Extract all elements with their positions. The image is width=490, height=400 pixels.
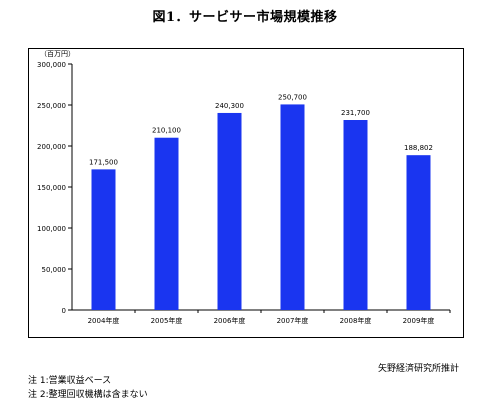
footnote-1: 注 1:営業収益ベース	[28, 376, 112, 386]
y-unit-label: （百万円）	[40, 50, 75, 58]
bar-value-label: 188,802	[404, 144, 433, 152]
x-tick-label: 2004年度	[88, 316, 120, 325]
x-tick-label: 2009年度	[403, 316, 435, 325]
bar	[154, 137, 179, 310]
bar-value-label: 250,700	[278, 93, 307, 101]
source-credit: 矢野経済研究所推計	[378, 364, 460, 374]
bar-value-label: 171,500	[89, 158, 118, 166]
bar-value-label: 240,300	[215, 102, 244, 110]
chart-title: 図1．サービサー市場規模推移	[152, 10, 338, 25]
y-tick-label: 100,000	[37, 225, 66, 233]
y-tick-label: 300,000	[37, 61, 66, 69]
chart-frame	[28, 48, 464, 338]
y-tick-label: 250,000	[37, 102, 66, 110]
y-tick-label: 0	[62, 307, 66, 315]
bar	[343, 120, 368, 310]
footnote-2: 注 2:整理回収機構は含まない	[28, 390, 148, 400]
y-tick-label: 150,000	[37, 184, 66, 192]
x-tick-label: 2006年度	[214, 316, 246, 325]
bar-value-label: 231,700	[341, 109, 370, 117]
bar-value-label: 210,100	[152, 127, 181, 135]
bar	[91, 169, 116, 310]
x-tick-label: 2008年度	[340, 316, 372, 325]
x-tick-label: 2007年度	[277, 316, 309, 325]
bar	[217, 112, 242, 310]
x-tick-label: 2005年度	[151, 316, 183, 325]
bar-chart: （百万円） 0 50,000 100,000 150,000 200,000 250,000…	[37, 50, 451, 325]
y-tick-label: 50,000	[42, 266, 67, 274]
y-tick-label: 200,000	[37, 143, 66, 151]
bar	[280, 104, 305, 311]
bar	[406, 155, 431, 310]
